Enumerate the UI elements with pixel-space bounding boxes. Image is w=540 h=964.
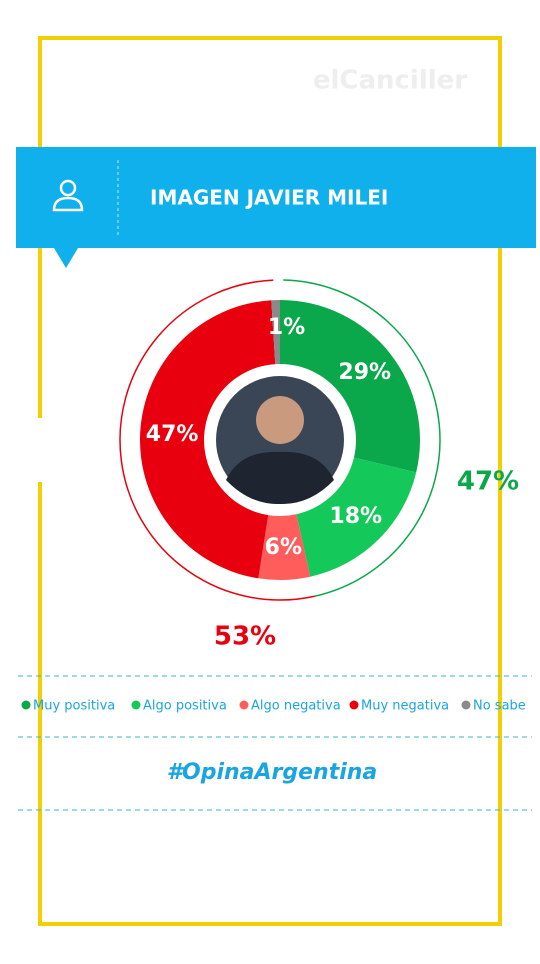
chart-title: IMAGEN JAVIER MILEI [150,186,388,210]
slice-label: 6% [265,535,302,560]
donut-slice [296,457,417,577]
positive-total: 47% [457,467,519,497]
legend-label: Muy positiva [33,699,115,714]
frame [38,36,502,926]
legend-label: Algo positiva [143,699,227,714]
slice-label: 18% [329,504,382,529]
legend-dot [239,700,249,710]
negative-arc [119,279,315,601]
watermark: elCanciller [313,66,467,96]
legend-dot [131,700,141,710]
dividers [18,675,532,811]
header-pointer [54,248,78,268]
donut: 29% 18% 6% 47% 1% [119,279,441,601]
header-bar [16,147,536,248]
legend: Muy positiva Algo positiva Algo negativa Mu… [21,699,526,714]
donut-slice [140,300,276,579]
legend-dot [461,700,471,710]
legend-dot [21,700,31,710]
person-icon [52,179,84,212]
donut-slice [271,300,280,365]
donut-slice [280,300,420,473]
slice-label: 29% [338,360,391,385]
slice-label: 1% [268,315,305,340]
photo-suit [226,451,334,505]
legend-label: Algo negativa [251,699,341,714]
brand-logo: #OpinaArgentina [167,760,378,785]
positive-arc [283,279,441,597]
photo-face [256,396,304,444]
legend-label: No sabe [473,699,526,714]
legend-label: Muy negativa [361,699,449,714]
negative-total: 53% [214,622,276,652]
legend-dot [349,700,359,710]
slice-label: 47% [146,422,199,447]
donut-slice [258,514,311,580]
